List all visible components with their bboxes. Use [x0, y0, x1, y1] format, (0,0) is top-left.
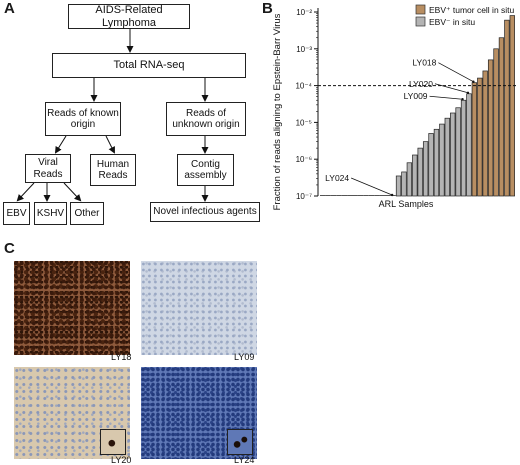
legend-swatch-pos — [415, 4, 426, 15]
flow-box-viral-reads: Viral Reads — [25, 154, 71, 183]
legend-label-neg: EBV⁻ in situ — [429, 17, 475, 27]
bar-neg — [428, 133, 434, 197]
ebv-fraction-bar-chart: Fraction of reads aligning to Epstein-Ba… — [272, 4, 517, 210]
annotation-arrow — [434, 83, 469, 94]
panel-b-letter: B — [262, 0, 273, 17]
bar-pos — [471, 82, 478, 197]
bar-neg — [417, 147, 423, 197]
annotation-arrowhead — [466, 91, 470, 94]
micrograph-ly20 — [14, 367, 130, 459]
micrograph-ly24 — [141, 367, 257, 459]
y-tick-label: 10⁻³ — [296, 45, 312, 54]
bar-neg — [422, 141, 429, 197]
arrow-viral-to-ebv — [16, 182, 35, 202]
arrow-known-to-viral — [54, 135, 67, 154]
bar-neg — [450, 112, 456, 197]
bar-neg — [395, 175, 402, 197]
bar-pos — [487, 59, 494, 197]
micrograph-label-ly09: LY09 — [234, 352, 255, 362]
bar-pos — [493, 48, 499, 197]
bar-neg — [460, 99, 467, 197]
flow-box-arl: AIDS-Related Lymphoma — [68, 4, 190, 29]
y-tick-label: 10⁻² — [296, 8, 312, 17]
annotation-arrow — [350, 177, 393, 196]
annotation-label: LY018 — [412, 58, 436, 68]
micrograph-ly18 — [14, 261, 130, 355]
annotation-arrow — [429, 95, 463, 100]
micrograph-ly09 — [141, 261, 257, 355]
bar-neg — [412, 154, 418, 197]
annotation-arrowhead — [472, 80, 475, 83]
flow-box-known-origin: Reads of known origin — [45, 102, 121, 136]
y-tick-label: 10⁻⁴ — [295, 82, 312, 91]
annotation-label: LY009 — [404, 91, 428, 101]
flow-box-other: Other — [70, 202, 104, 225]
panel-a-letter: A — [4, 0, 15, 17]
x-axis-label: ARL Samples — [379, 199, 434, 209]
flow-box-rnaseq: Total RNA-seq — [52, 53, 246, 78]
inset-ly24 — [227, 429, 253, 455]
bar-pos — [498, 37, 505, 197]
arrow-known-to-human — [105, 135, 115, 154]
bar-neg — [444, 117, 450, 197]
flowchart-arrows — [16, 29, 209, 202]
y-axis-title: Fraction of reads aligning to Epstein-Ba… — [272, 13, 283, 210]
flow-box-unknown-origin: Reads of unknown origin — [166, 102, 246, 136]
annotation-arrowhead — [461, 98, 464, 101]
bar-neg — [466, 93, 472, 197]
micrograph-label-ly18: LY18 — [111, 352, 132, 362]
flow-box-kshv: KSHV — [34, 202, 67, 225]
annotation-label: LY020 — [409, 79, 433, 89]
flow-box-human-reads: Human Reads — [90, 154, 136, 186]
y-axis-label: Fraction of reads aligning to Epstein-Ba… — [272, 13, 283, 210]
bar-neg — [433, 128, 440, 197]
arrow-viral-to-other — [63, 182, 82, 202]
annotation-arrow — [438, 62, 474, 83]
bar-neg — [439, 123, 445, 197]
bar-pos — [504, 19, 510, 197]
micrograph-label-ly20: LY20 — [111, 455, 132, 465]
micrograph-label-ly24: LY24 — [234, 455, 255, 465]
legend-swatch-neg — [415, 16, 426, 27]
bar-neg — [406, 162, 413, 197]
annotation-label: LY024 — [325, 173, 349, 183]
legend: EBV⁺ tumor cell in situ EBV⁻ in situ — [415, 4, 515, 27]
bar-pos — [482, 70, 488, 197]
bar-pos — [477, 77, 483, 197]
y-tick-label: 10⁻⁵ — [296, 118, 312, 127]
inset-ly20 — [100, 429, 126, 455]
y-tick-label: 10⁻⁷ — [296, 192, 312, 201]
flow-box-ebv: EBV — [3, 202, 30, 225]
bar-pos — [509, 15, 515, 197]
flow-box-contig-assembly: Contig assembly — [177, 154, 234, 186]
bar-neg — [401, 171, 407, 197]
annotation-arrowhead — [390, 193, 394, 197]
y-tick-label: 10⁻⁶ — [296, 155, 312, 164]
legend-label-pos: EBV⁺ tumor cell in situ — [429, 5, 515, 15]
flow-box-novel-agents: Novel infectious agents — [150, 202, 260, 222]
panel-c-letter: C — [4, 240, 15, 257]
bar-neg — [455, 107, 461, 197]
